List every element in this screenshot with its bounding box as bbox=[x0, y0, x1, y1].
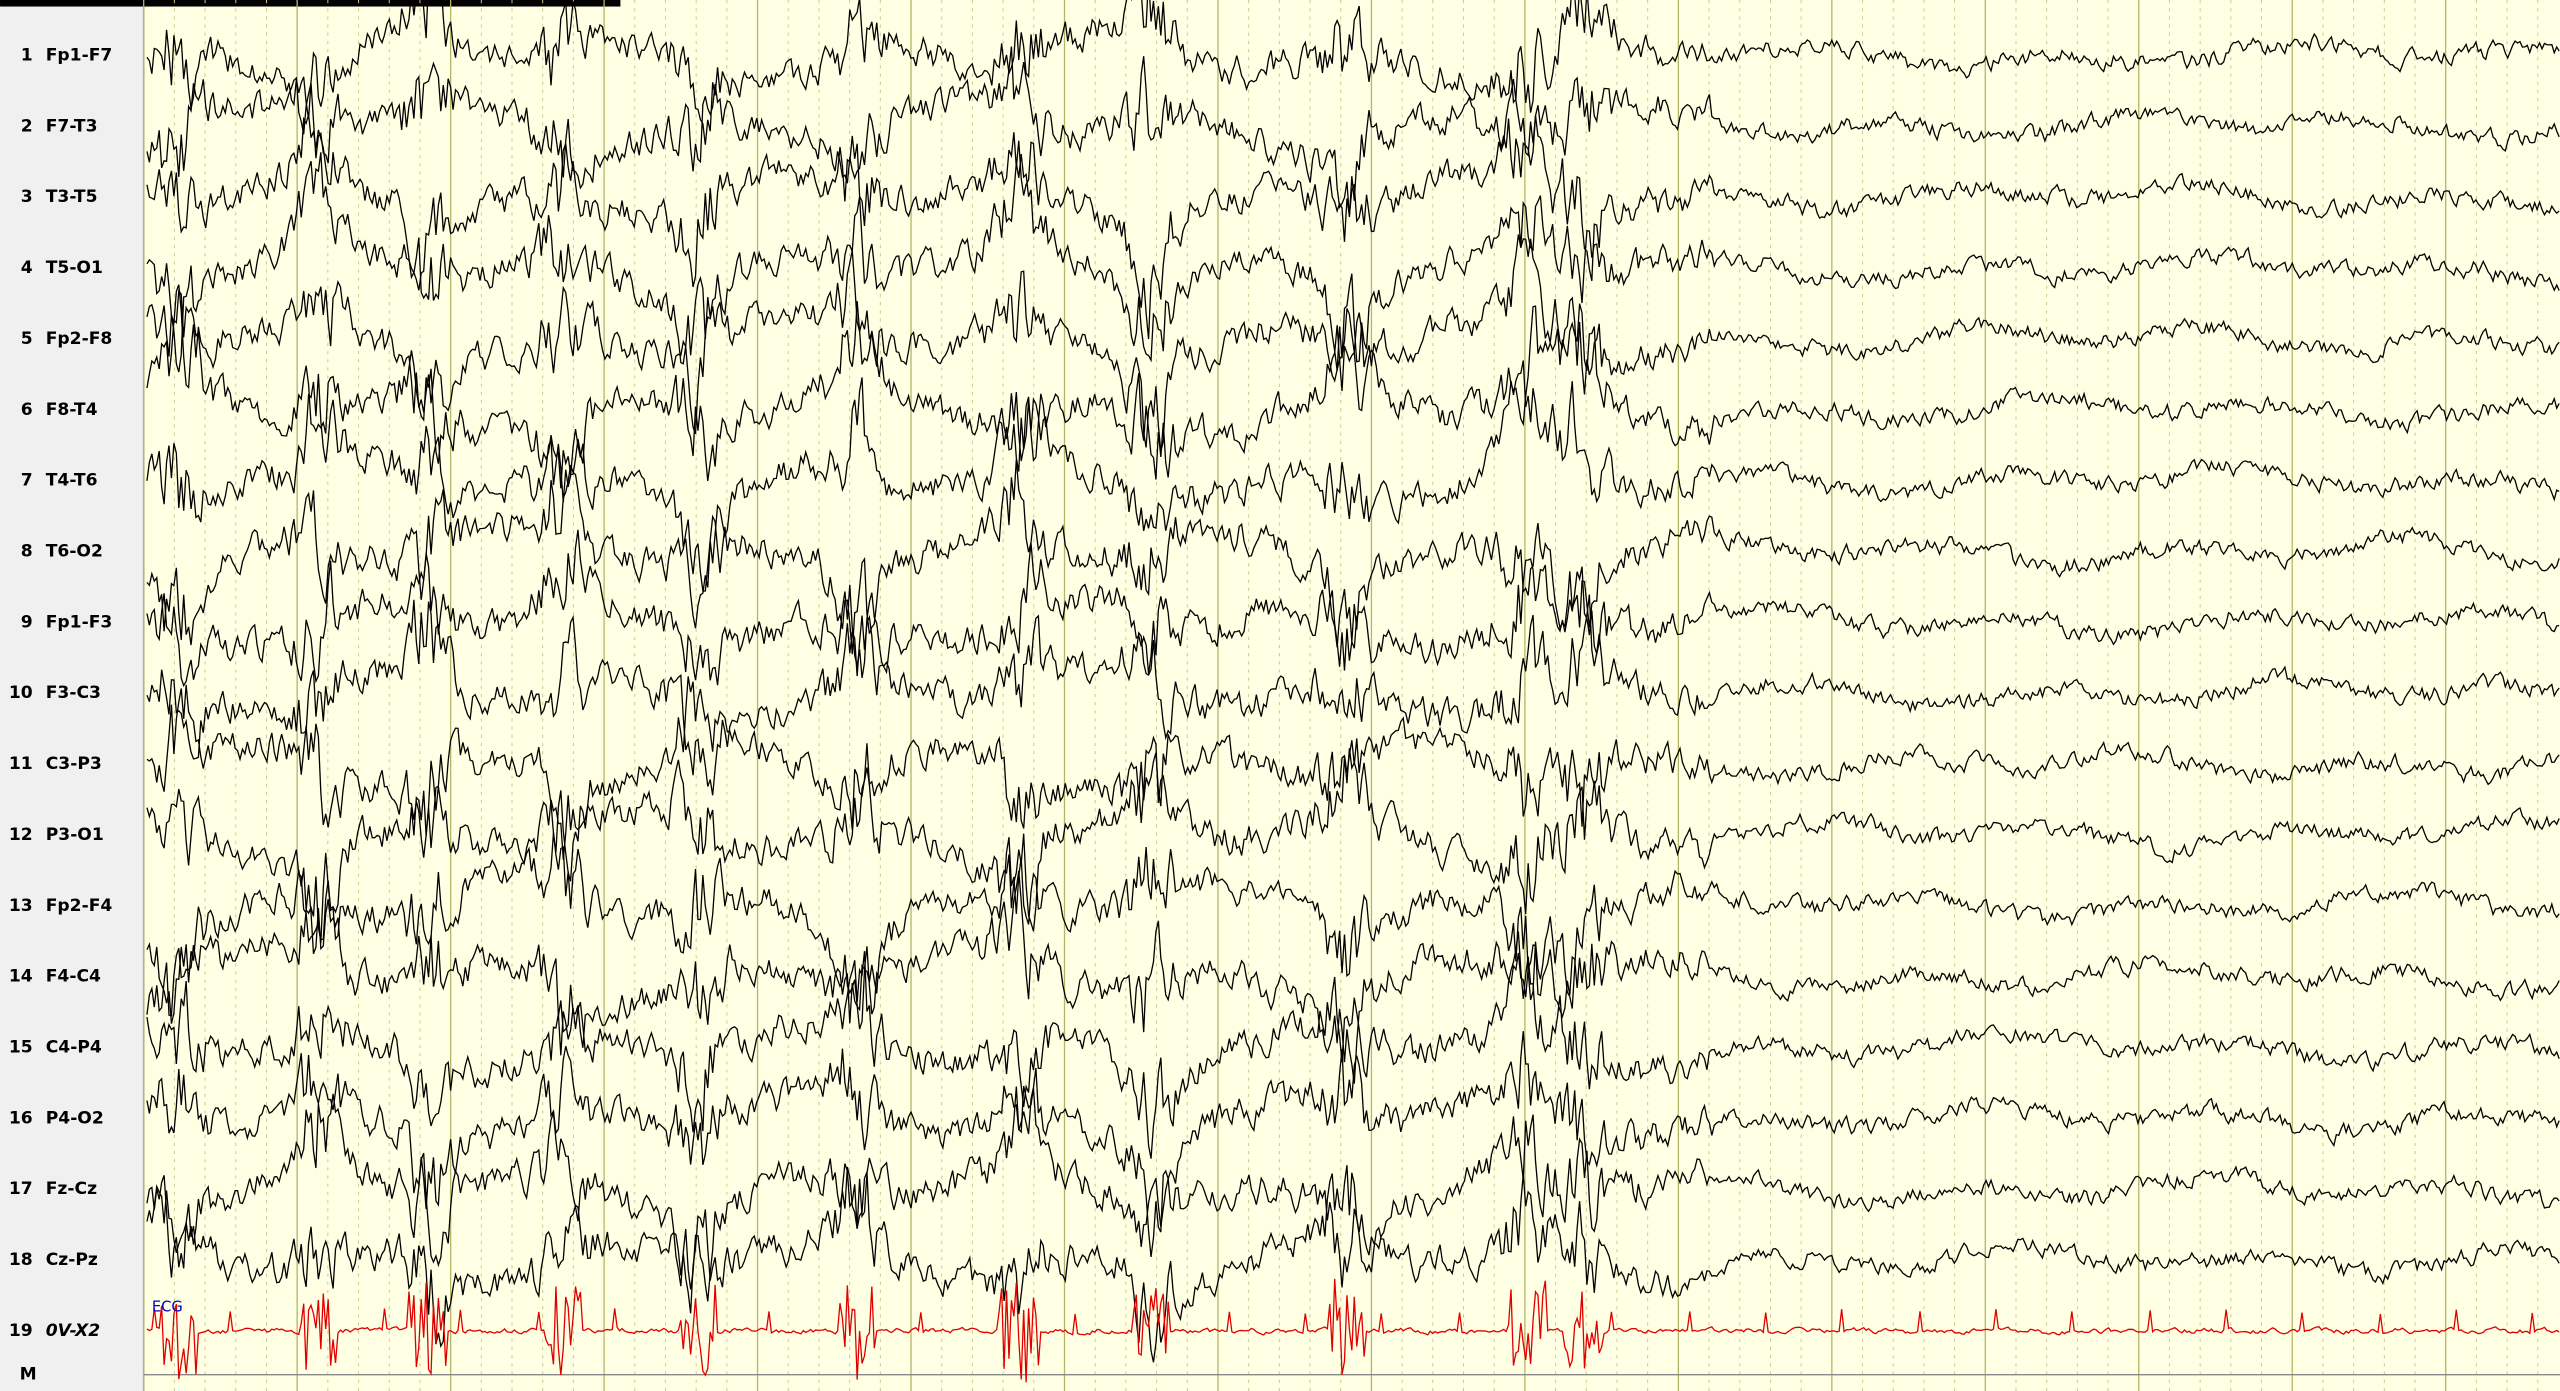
eeg-trace bbox=[146, 931, 2560, 1159]
channel-name: Fp2-F4 bbox=[46, 896, 113, 916]
eeg-trace bbox=[146, 529, 2560, 688]
channel-name: Fp1-F7 bbox=[46, 46, 113, 66]
time-grid bbox=[143, 0, 2560, 1391]
channel-number: 10 bbox=[9, 683, 33, 703]
channel-number: 15 bbox=[9, 1037, 33, 1057]
marker-row-label: M bbox=[20, 1365, 37, 1385]
channel-name: T3-T5 bbox=[46, 187, 98, 207]
channel-name: F7-T3 bbox=[46, 116, 98, 136]
eeg-trace bbox=[146, 735, 2560, 944]
channel-number: 19 bbox=[9, 1321, 33, 1341]
clipped-header bbox=[0, 0, 621, 7]
channel-number: 17 bbox=[9, 1179, 33, 1199]
channel-number: 13 bbox=[9, 896, 33, 916]
channel-name: C3-P3 bbox=[46, 754, 102, 774]
channel-label-panel bbox=[0, 0, 144, 1391]
channel-name: F4-C4 bbox=[46, 967, 101, 987]
eeg-trace bbox=[146, 1085, 2560, 1302]
eeg-trace bbox=[146, 234, 2560, 452]
channel-name: Cz-Pz bbox=[46, 1250, 98, 1270]
channel-number: 6 bbox=[21, 400, 33, 420]
eeg-trace bbox=[146, 832, 2560, 1030]
channel-number: 14 bbox=[9, 967, 33, 987]
channel-name: C4-P4 bbox=[46, 1037, 102, 1057]
channel-name: P4-O2 bbox=[46, 1108, 104, 1128]
channel-number: 12 bbox=[9, 825, 33, 845]
channel-name: T6-O2 bbox=[46, 542, 103, 562]
channel-name: Fp1-F3 bbox=[46, 612, 113, 632]
eeg-trace bbox=[146, 152, 2560, 373]
eeg-trace bbox=[146, 594, 2560, 796]
channel-labels: 1 Fp1-F72 F7-T33 T3-T54 T5-O15 Fp2-F86 F8-T47 T… bbox=[9, 46, 113, 1341]
traces bbox=[146, 0, 2560, 1383]
channel-number: 11 bbox=[9, 754, 33, 774]
eeg-trace bbox=[146, 78, 2560, 339]
eeg-trace bbox=[146, 289, 2560, 489]
channel-number: 7 bbox=[21, 471, 33, 491]
channel-name: T5-O1 bbox=[46, 258, 103, 278]
ecg-annotation: ECG bbox=[152, 1299, 183, 1316]
channel-name: T4-T6 bbox=[46, 471, 98, 491]
channel-number: 18 bbox=[9, 1250, 33, 1270]
eeg-trace bbox=[146, 459, 2560, 655]
channel-number: 4 bbox=[21, 258, 33, 278]
channel-name: P3-O1 bbox=[46, 825, 104, 845]
channel-number: 8 bbox=[21, 542, 33, 562]
channel-name: F3-C3 bbox=[46, 683, 101, 703]
channel-number: 16 bbox=[9, 1108, 33, 1128]
eeg-trace bbox=[146, 1031, 2560, 1258]
channel-number: 5 bbox=[21, 329, 33, 349]
eeg-trace bbox=[146, 1163, 2560, 1363]
channel-name: Fp2-F8 bbox=[46, 329, 113, 349]
ecg-trace bbox=[146, 1278, 2560, 1383]
eeg-trace bbox=[146, 0, 2560, 145]
channel-name: Fz-Cz bbox=[46, 1179, 97, 1199]
channel-number: 2 bbox=[21, 116, 33, 136]
channel-name: 0V-X2 bbox=[46, 1321, 100, 1341]
eeg-trace bbox=[146, 360, 2560, 629]
channel-number: 3 bbox=[21, 187, 33, 207]
channel-number: 1 bbox=[21, 46, 33, 66]
eeg-trace bbox=[146, 676, 2560, 882]
channel-name: F8-T4 bbox=[46, 400, 98, 420]
channel-number: 9 bbox=[21, 612, 33, 632]
